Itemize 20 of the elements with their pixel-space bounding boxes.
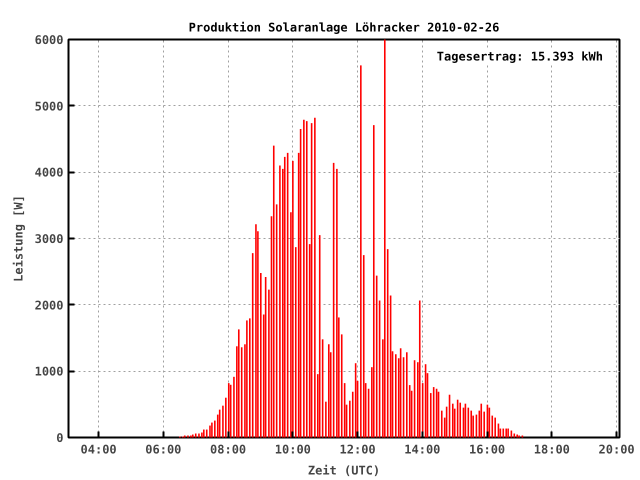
y-tick-label: 5000 (34, 99, 64, 114)
x-axis-title: Zeit (UTC) (308, 464, 380, 478)
y-tick-label: 6000 (34, 33, 64, 47)
annotation: Tagesertrag: 15.393 kWh (436, 49, 603, 64)
x-tick-label: 12:00 (340, 442, 376, 456)
y-tick-label: 3000 (34, 232, 64, 246)
x-tick-label: 10:00 (274, 442, 311, 456)
x-tick-label: 18:00 (534, 442, 570, 456)
x-tick-label: 14:00 (404, 442, 440, 456)
x-tick-label: 20:00 (598, 442, 635, 456)
y-axis-title: Leistung [W] (12, 195, 26, 282)
y-tick-label: 4000 (34, 166, 64, 180)
x-tick-label: 16:00 (469, 442, 506, 456)
chart-title: Produktion Solaranlage Löhracker 2010-02-26 (188, 20, 500, 34)
y-tick-label: 2000 (34, 298, 64, 312)
y-tick-label: 0 (56, 431, 64, 445)
x-tick-label: 08:00 (210, 442, 246, 456)
x-tick-label: 04:00 (80, 442, 117, 456)
x-tick-label: 06:00 (145, 442, 182, 456)
y-tick-label: 1000 (34, 364, 64, 379)
